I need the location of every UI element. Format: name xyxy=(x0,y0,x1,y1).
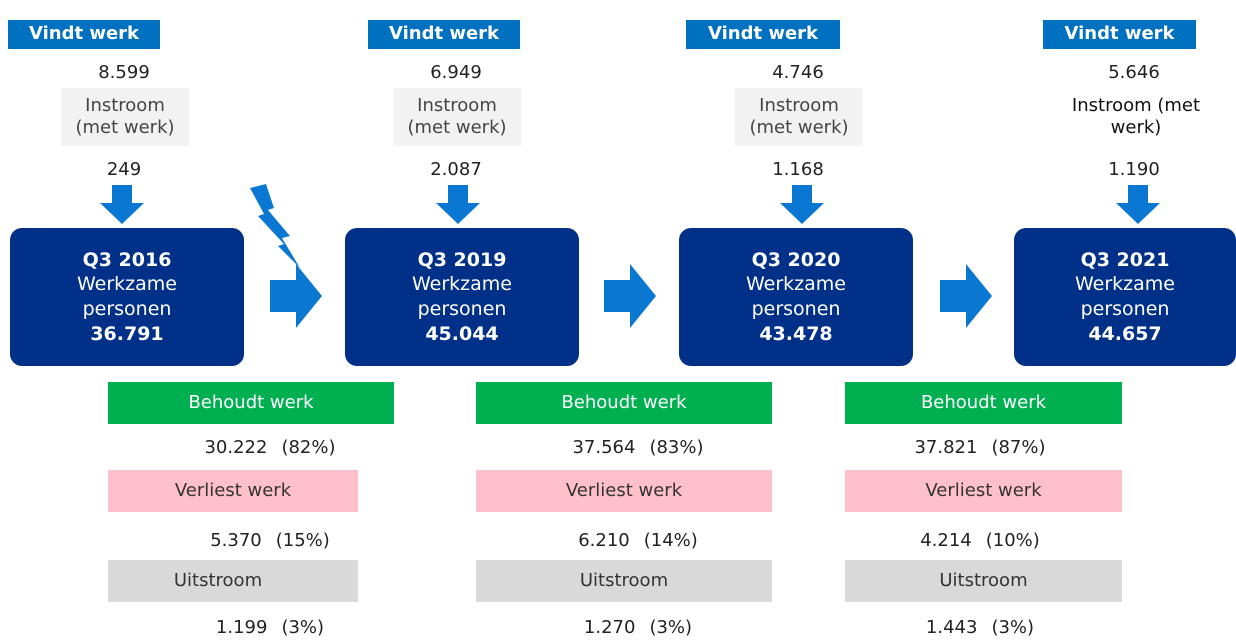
keeps-number: 37.564 xyxy=(572,436,636,458)
out: 1.199 (3%) xyxy=(160,614,380,642)
inflow-value: 1.190 xyxy=(1108,158,1160,180)
box-label: Werkzame personen xyxy=(746,273,846,320)
loses: 6.210 (14%) xyxy=(528,527,748,555)
total: 43.478 xyxy=(759,322,833,345)
out-percent: (3%) xyxy=(649,616,693,638)
period: Q3 2019 xyxy=(417,248,507,271)
inflow-label: Instroom (met werk) xyxy=(735,88,863,146)
box-label: Werkzame personen xyxy=(412,273,512,320)
header: Vindt werk xyxy=(1043,20,1196,49)
header: Vindt werk xyxy=(8,20,160,49)
keeps-number: 37.821 xyxy=(914,436,978,458)
found-value: 4.746 xyxy=(772,61,824,83)
loses: 5.370 (15%) xyxy=(160,527,380,555)
loses-label: Verliest werk xyxy=(476,470,772,512)
loses-label: Verliest werk xyxy=(845,470,1122,512)
keeps-percent: (82%) xyxy=(281,436,336,458)
period-box: Q3 2020 Werkzame personen 43.478 xyxy=(679,228,913,366)
inflow-label: Instroom (met werk) xyxy=(61,88,189,146)
lightning xyxy=(250,184,300,268)
loses-number: 6.210 xyxy=(578,529,630,551)
out: 1.443 (3%) xyxy=(870,614,1090,642)
out-number: 1.443 xyxy=(925,616,978,638)
loses-percent: (10%) xyxy=(985,529,1040,551)
total: 44.657 xyxy=(1088,322,1162,345)
period-box: Q3 2021 Werkzame personen 44.657 xyxy=(1014,228,1236,366)
down-arrows xyxy=(100,185,1160,224)
out: 1.270 (3%) xyxy=(528,614,748,642)
inflow-value: 1.168 xyxy=(772,158,824,180)
keeps-number: 30.222 xyxy=(204,436,268,458)
found-value: 6.949 xyxy=(430,61,482,83)
out-percent: (3%) xyxy=(281,616,325,638)
inflow-label: Instroom (met werk) xyxy=(1071,94,1201,139)
period: Q3 2021 xyxy=(1080,248,1170,271)
header: Vindt werk xyxy=(368,20,520,49)
keeps: 37.564 (83%) xyxy=(528,434,748,462)
keeps: 30.222 (82%) xyxy=(160,434,380,462)
box-label: Werkzame personen xyxy=(77,273,177,320)
loses: 4.214 (10%) xyxy=(870,527,1090,555)
period-box: Q3 2016 Werkzame personen 36.791 xyxy=(10,228,244,366)
inflow-value: 2.087 xyxy=(430,158,482,180)
keeps-label: Behoudt werk xyxy=(845,382,1122,424)
loses-label: Verliest werk xyxy=(108,470,358,512)
inflow-value: 249 xyxy=(106,158,142,180)
loses-number: 5.370 xyxy=(210,529,262,551)
total: 45.044 xyxy=(425,322,499,345)
keeps-label: Behoudt werk xyxy=(476,382,772,424)
header: Vindt werk xyxy=(686,20,840,49)
keeps-label: Behoudt werk xyxy=(108,382,394,424)
box-label: Werkzame personen xyxy=(1075,273,1175,320)
keeps-percent: (87%) xyxy=(991,436,1046,458)
out-number: 1.270 xyxy=(583,616,636,638)
out-number: 1.199 xyxy=(215,616,268,638)
loses-percent: (15%) xyxy=(275,529,330,551)
out-label: Uitstroom xyxy=(476,560,772,602)
period-box: Q3 2019 Werkzame personen 45.044 xyxy=(345,228,579,366)
out-label: Uitstroom xyxy=(845,560,1122,602)
out-percent: (3%) xyxy=(991,616,1035,638)
period: Q3 2016 xyxy=(82,248,172,271)
total: 36.791 xyxy=(90,322,164,345)
loses-percent: (14%) xyxy=(643,529,698,551)
out-label: Uitstroom xyxy=(108,560,358,602)
found-value: 8.599 xyxy=(98,61,150,83)
keeps: 37.821 (87%) xyxy=(870,434,1090,462)
found-value: 5.646 xyxy=(1108,61,1160,83)
inflow-label: Instroom (met werk) xyxy=(393,88,521,146)
right-arrows xyxy=(270,264,992,328)
period: Q3 2020 xyxy=(751,248,841,271)
keeps-percent: (83%) xyxy=(649,436,704,458)
loses-number: 4.214 xyxy=(920,529,972,551)
